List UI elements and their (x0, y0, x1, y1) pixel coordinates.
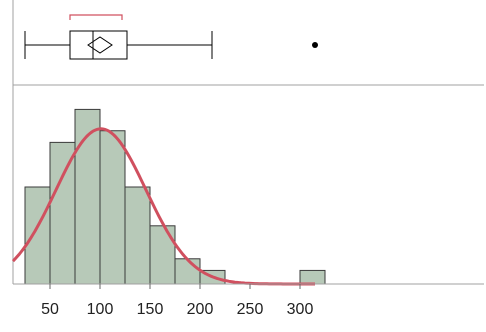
histogram-bar-3 (74, 108, 101, 285)
histogram-bar-5 (124, 186, 151, 285)
x-tick-label-250: 250 (237, 301, 264, 318)
x-tick-label-200: 200 (187, 301, 214, 318)
histogram-bar-7 (174, 258, 201, 285)
x-axis: 50 100 150 200 250 300 (41, 284, 313, 318)
outlier-point-1 (312, 42, 318, 48)
outlier-box-plot (24, 14, 318, 60)
mean-diamond (87, 36, 113, 54)
histogram-bar-1 (24, 186, 51, 285)
interquartile-box (69, 30, 128, 60)
histogram-bar-2 (49, 141, 76, 285)
histogram-bar-6 (149, 225, 176, 285)
x-tick-label-150: 150 (137, 301, 164, 318)
shortest-half-bracket (69, 14, 123, 20)
x-tick-label-300: 300 (287, 301, 314, 318)
histogram-bars (24, 108, 326, 285)
histogram-bar-4 (99, 130, 126, 285)
x-tick-label-50: 50 (41, 301, 59, 318)
histogram-bar-12 (299, 269, 326, 285)
x-tick-label-100: 100 (87, 301, 114, 318)
